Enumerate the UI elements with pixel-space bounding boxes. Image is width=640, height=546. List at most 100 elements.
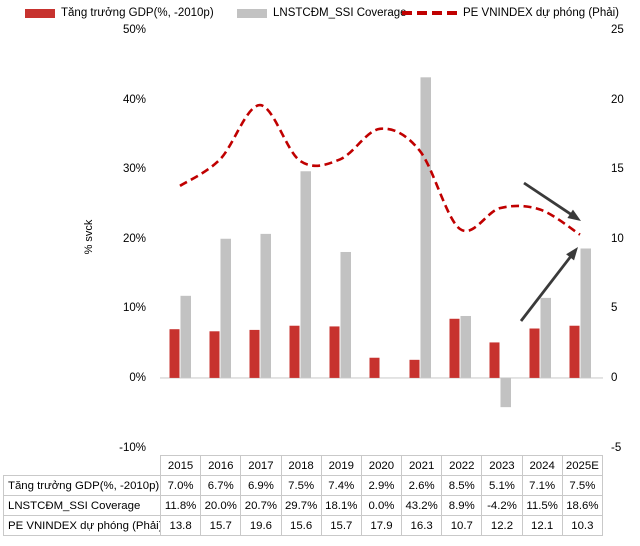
year-header: 2016	[200, 455, 242, 476]
year-header: 2017	[240, 455, 282, 476]
year-header: 2020	[360, 455, 403, 476]
table-row: PE VNINDEX dự phóng (Phải) 13.8 15.7 19.6 15…	[3, 515, 604, 536]
table-row: Tăng trưởng GDP(%, -2010p) 7.0% 6.7% 6.9% 7.…	[3, 475, 604, 496]
table-cell: 12.1	[521, 515, 563, 536]
year-header: 2024	[521, 455, 563, 476]
left-axis-tick: 30%	[122, 163, 146, 176]
left-axis-tick: 10%	[122, 302, 146, 315]
right-axis-tick: 25	[611, 24, 624, 36]
table-cell: 11.8%	[159, 495, 202, 516]
table-cell: 5.1%	[481, 475, 523, 496]
row-label: Tăng trưởng GDP(%, -2010p)	[3, 475, 161, 496]
right-axis-tick: 10	[611, 232, 624, 245]
table-cell: 6.9%	[240, 475, 282, 496]
right-axis-tick: -5	[611, 441, 622, 454]
table-row: LNSTCĐM_SSI Coverage 11.8% 20.0% 20.7% 29.7%…	[3, 495, 604, 516]
bar-gdp-2020	[369, 357, 380, 378]
bar-gdp-2015	[169, 329, 180, 378]
bar-gdp-2019	[329, 326, 340, 378]
table-cell: 20.7%	[240, 495, 282, 516]
table-cell: 13.8	[159, 515, 202, 536]
legend-item-gdp: Tăng trưởng GDP(%, -2010p)	[25, 5, 214, 21]
legend-label-profit: LNSTCĐM_SSI Coverage	[273, 7, 407, 19]
bar-profit-2017	[260, 233, 271, 378]
year-header: 2022	[441, 455, 483, 476]
table-cell: 43.2%	[401, 495, 443, 516]
table-corner	[4, 456, 161, 476]
table-cell: 7.5%	[561, 475, 604, 496]
table-cell: 16.3	[401, 515, 443, 536]
table-header-row: 2015 2016 2017 2018 2019 2020 2021 2022 2023 2024…	[4, 455, 604, 476]
profit-bar-swatch	[237, 8, 267, 18]
bar-gdp-2021	[409, 359, 420, 378]
data-table: 2015 2016 2017 2018 2019 2020 2021 2022 2023 2024…	[3, 455, 604, 536]
table-cell: 10.3	[561, 515, 604, 536]
left-axis-tick: 20%	[122, 232, 146, 245]
table-cell: 7.1%	[521, 475, 563, 496]
table-cell: 12.2	[481, 515, 523, 536]
table-cell: 2.6%	[401, 475, 443, 496]
table-cell: 17.9	[360, 515, 403, 536]
bar-profit-2019	[340, 251, 351, 378]
table-cell: 20.0%	[200, 495, 242, 516]
table-cell: 18.1%	[320, 495, 362, 516]
bar-profit-2022	[460, 315, 471, 378]
bar-gdp-2023	[489, 342, 500, 378]
bar-profit-2015	[180, 295, 191, 378]
right-axis-tick: 0	[611, 371, 618, 384]
bar-profit-2023	[500, 377, 511, 408]
row-label: LNSTCĐM_SSI Coverage	[3, 495, 161, 516]
legend-label-gdp: Tăng trưởng GDP(%, -2010p)	[61, 7, 214, 19]
table-cell: 8.5%	[441, 475, 483, 496]
left-axis-tick: 50%	[122, 24, 146, 36]
table-cell: 15.7	[320, 515, 362, 536]
year-header: 2018	[280, 455, 322, 476]
year-header: 2021	[401, 455, 443, 476]
bar-gdp-2022	[449, 318, 460, 378]
legend-item-pe: PE VNINDEX dự phóng (Phải)	[402, 5, 619, 21]
pe-decline-arrow	[523, 181, 574, 217]
year-header: 2019	[320, 455, 362, 476]
bar-profit-2018	[300, 171, 311, 378]
table-cell: -4.2%	[481, 495, 523, 516]
bar-gdp-2016	[209, 331, 220, 378]
table-cell: 15.7	[200, 515, 242, 536]
pe-line	[179, 103, 581, 236]
bar-profit-2016	[220, 238, 231, 378]
profit-rebound-arrow-head	[566, 247, 578, 261]
table-cell: 11.5%	[521, 495, 563, 516]
bar-profit-2024	[540, 297, 551, 378]
legend-label-pe: PE VNINDEX dự phóng (Phải)	[463, 7, 619, 19]
table-cell: 0.0%	[360, 495, 403, 516]
right-axis-tick: 5	[611, 302, 618, 315]
bar-gdp-2025E	[569, 325, 580, 378]
pe-decline-arrow-head	[567, 209, 581, 221]
table-cell: 6.7%	[200, 475, 242, 496]
table-cell: 10.7	[441, 515, 483, 536]
table-cell: 15.6	[280, 515, 322, 536]
pe-dashed-line-swatch	[402, 11, 457, 15]
left-axis-tick: -10%	[119, 441, 146, 454]
table-cell: 7.0%	[159, 475, 202, 496]
gdp-bar-swatch	[25, 8, 55, 18]
legend-item-profit: LNSTCĐM_SSI Coverage	[237, 5, 407, 21]
left-axis-tick: 0%	[129, 371, 146, 384]
table-cell: 8.9%	[441, 495, 483, 516]
left-axis-tick: 40%	[122, 93, 146, 106]
table-cell: 7.4%	[320, 475, 362, 496]
bar-gdp-2024	[529, 328, 540, 378]
year-header: 2023	[481, 455, 523, 476]
bar-profit-2025E	[580, 248, 591, 378]
table-cell: 29.7%	[280, 495, 322, 516]
table-cell: 18.6%	[561, 495, 604, 516]
profit-rebound-arrow	[519, 254, 574, 322]
bar-gdp-2017	[249, 329, 260, 378]
table-cell: 7.5%	[280, 475, 322, 496]
table-cell: 2.9%	[360, 475, 403, 496]
right-axis-tick: 15	[611, 163, 624, 176]
table-cell: 19.6	[240, 515, 282, 536]
row-label: PE VNINDEX dự phóng (Phải)	[3, 515, 161, 536]
year-header: 2025E	[561, 455, 604, 476]
